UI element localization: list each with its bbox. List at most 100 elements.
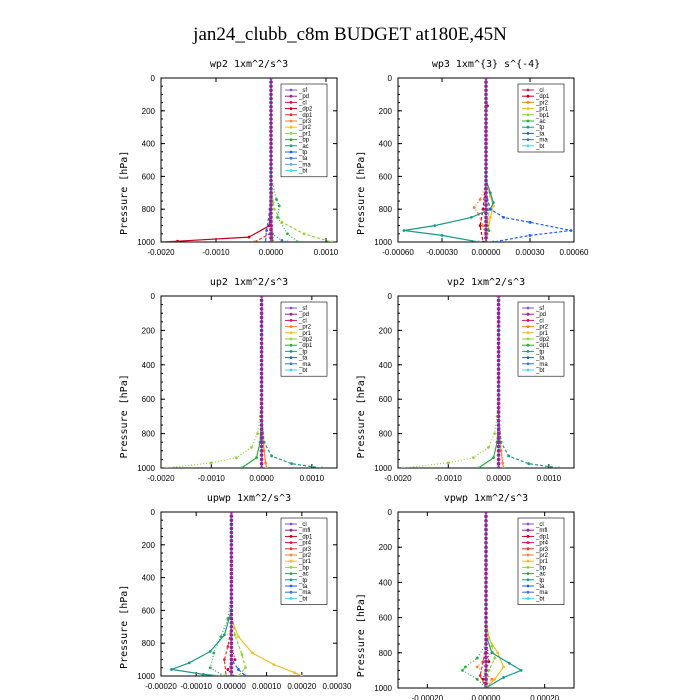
- profile-marker: [259, 423, 264, 427]
- profile-marker: [484, 137, 488, 142]
- profile-marker: [484, 227, 488, 232]
- y-tick-label: 1000: [137, 672, 155, 681]
- data-point: [240, 653, 244, 657]
- data-point: [490, 644, 494, 648]
- profile-marker: [229, 657, 234, 662]
- legend-marker: [289, 319, 293, 322]
- series-line: [254, 78, 272, 242]
- data-point: [528, 220, 532, 224]
- profile-marker: [484, 677, 488, 681]
- profile-marker: [484, 637, 488, 642]
- data-point: [493, 432, 496, 435]
- legend-marker: [526, 132, 530, 135]
- profile-marker: [496, 431, 501, 436]
- legend-label: _pr4: [298, 541, 312, 547]
- legend-label: _dp1: [535, 534, 550, 540]
- data-point: [226, 668, 230, 671]
- legend-box: [517, 83, 565, 153]
- profile-marker: [484, 182, 488, 187]
- plot-area: [169, 512, 304, 676]
- profile-marker: [484, 121, 488, 125]
- legend-marker: [289, 312, 293, 316]
- legend-label: _tp: [535, 349, 545, 355]
- profile-marker: [496, 453, 501, 457]
- profile-marker: [484, 659, 488, 664]
- data-point: [499, 449, 503, 453]
- data-point: [440, 234, 444, 237]
- data-point: [290, 462, 294, 466]
- y-tick-label: 200: [379, 107, 393, 116]
- data-point: [502, 665, 505, 669]
- panel-title: up2 1xm^2/s^3: [210, 277, 288, 288]
- profile-marker: [484, 624, 488, 629]
- profile-marker: [269, 109, 273, 113]
- profile-marker: [496, 436, 501, 440]
- data-point: [487, 669, 491, 672]
- legend-marker: [289, 337, 293, 341]
- legend-marker: [526, 125, 530, 129]
- profile-marker: [484, 158, 488, 162]
- y-tick-label: 600: [142, 606, 156, 615]
- data-point: [208, 650, 212, 653]
- profile-marker: [269, 141, 273, 146]
- y-tick-label: 1000: [374, 684, 392, 693]
- panel-4: upwp 1xm^2/s^3 0 200 400 600 800 1000-0.00020-…: [119, 493, 352, 691]
- data-point: [255, 456, 258, 460]
- data-point: [262, 449, 266, 453]
- legend-marker: [289, 559, 293, 563]
- profile-marker: [484, 523, 488, 527]
- profile-marker: [269, 203, 273, 207]
- data-point: [222, 658, 226, 661]
- data-point: [233, 633, 237, 637]
- data-point: [464, 665, 467, 669]
- data-point: [212, 651, 216, 655]
- profile-marker: [484, 240, 488, 242]
- profile-marker: [259, 375, 264, 380]
- y-tick-label: 200: [379, 543, 393, 552]
- legend-label: _ta: [298, 584, 308, 590]
- profile-marker: [484, 199, 488, 203]
- profile-marker: [484, 646, 488, 651]
- legend-label: _dp2: [298, 107, 313, 113]
- data-point: [478, 674, 482, 678]
- panel-2: up2 1xm^2/s^3 0 200 400 600 800 1000-0.0020 -0.…: [119, 277, 338, 483]
- series-line: [161, 78, 272, 242]
- profile-marker: [484, 615, 488, 620]
- profile-marker: [496, 397, 501, 402]
- legend-marker: [526, 88, 530, 92]
- profile-marker: [259, 332, 264, 337]
- series-line: [209, 512, 232, 676]
- profile-marker: [259, 453, 264, 457]
- profile-marker: [496, 296, 501, 298]
- profile-marker: [496, 320, 501, 324]
- profile-marker: [229, 538, 234, 543]
- profile-marker: [229, 633, 234, 637]
- legend-marker: [289, 528, 293, 532]
- profile-marker: [496, 358, 501, 363]
- profile-marker: [484, 585, 488, 589]
- profile-marker: [484, 576, 488, 580]
- y-axis-label: Pressure [hPa]: [119, 151, 130, 235]
- data-point: [491, 201, 495, 205]
- y-tick-label: 600: [142, 395, 156, 404]
- data-point: [275, 197, 278, 201]
- profile-marker: [259, 401, 264, 406]
- profile-marker: [496, 315, 501, 320]
- legend-label: _bt: [298, 596, 308, 602]
- series-line: [270, 78, 275, 242]
- data-point: [297, 240, 300, 242]
- profile-marker: [496, 367, 501, 371]
- profile-marker: [484, 611, 488, 615]
- profile-marker: [484, 84, 488, 88]
- legend-label: _ma: [298, 162, 311, 168]
- legend-marker: [526, 325, 530, 328]
- profile-marker: [484, 633, 488, 637]
- profile-marker: [259, 354, 264, 359]
- profile-marker: [229, 612, 234, 617]
- profile-marker: [269, 207, 273, 211]
- profile-marker: [484, 80, 488, 84]
- y-tick-label: 0: [388, 508, 393, 517]
- figure-title: jan24_clubb_c8m BUDGET at180E,45N: [192, 24, 507, 45]
- data-point: [270, 454, 274, 458]
- profile-marker: [484, 664, 488, 668]
